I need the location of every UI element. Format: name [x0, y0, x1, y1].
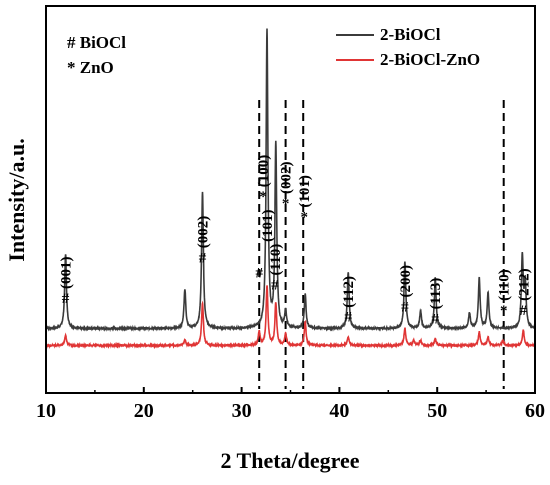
- peak-annotations: #(001) #(002)#*(100)(101)#(110)*(002)*(10…: [59, 155, 533, 328]
- peak-label: (212): [516, 268, 532, 301]
- legend-label: 2-BiOCl: [380, 25, 441, 44]
- x-tick-label: 10: [36, 400, 56, 422]
- peak-label: (002): [195, 216, 211, 249]
- peak-label: (001): [59, 257, 75, 290]
- peak-marker: #: [271, 277, 279, 293]
- x-tick-label: 20: [134, 400, 154, 422]
- series-line: [45, 28, 536, 333]
- peak-label: (101): [297, 175, 313, 208]
- peak-label: (101): [260, 209, 276, 242]
- peak-label: (200): [398, 265, 414, 298]
- peak-label: (110): [268, 244, 284, 276]
- peak-marker: #: [62, 291, 70, 307]
- x-axis-title: 2 Theta/degree: [220, 448, 359, 473]
- peak-label: (112): [341, 276, 357, 308]
- series-line: [45, 285, 536, 350]
- x-tick-label: 50: [427, 400, 447, 422]
- peak-marker: *: [282, 196, 290, 212]
- peak-marker: #: [431, 311, 439, 327]
- peak-marker: #: [344, 310, 352, 326]
- peak-marker: #: [199, 250, 207, 266]
- peak-label: (110): [497, 269, 513, 301]
- peak-marker: *: [500, 303, 508, 319]
- legend: 2-BiOCl 2-BiOCl-ZnO: [336, 25, 480, 69]
- peak-marker: #: [401, 300, 409, 316]
- phase-key-entry: # BiOCl: [67, 33, 126, 52]
- peak-label: (002): [279, 161, 295, 194]
- peak-marker: *: [300, 210, 308, 226]
- legend-label: 2-BiOCl-ZnO: [380, 50, 480, 69]
- peak-label: (113): [428, 278, 444, 310]
- y-axis-title: Intensity/a.u.: [4, 138, 29, 261]
- phase-key-entry: * ZnO: [67, 58, 114, 77]
- x-tick-label: 60: [525, 400, 545, 422]
- peak-marker: #: [255, 266, 263, 282]
- series-layer: [45, 28, 536, 350]
- x-axis: 10 20 30 40 50 60: [36, 387, 545, 422]
- phase-key: # BiOCl * ZnO: [67, 33, 126, 77]
- x-tick-label: 30: [232, 400, 252, 422]
- peak-marker: *: [259, 189, 267, 205]
- peak-label: (100): [256, 155, 272, 188]
- x-tick-label: 40: [329, 400, 349, 422]
- peak-marker: #: [520, 303, 528, 319]
